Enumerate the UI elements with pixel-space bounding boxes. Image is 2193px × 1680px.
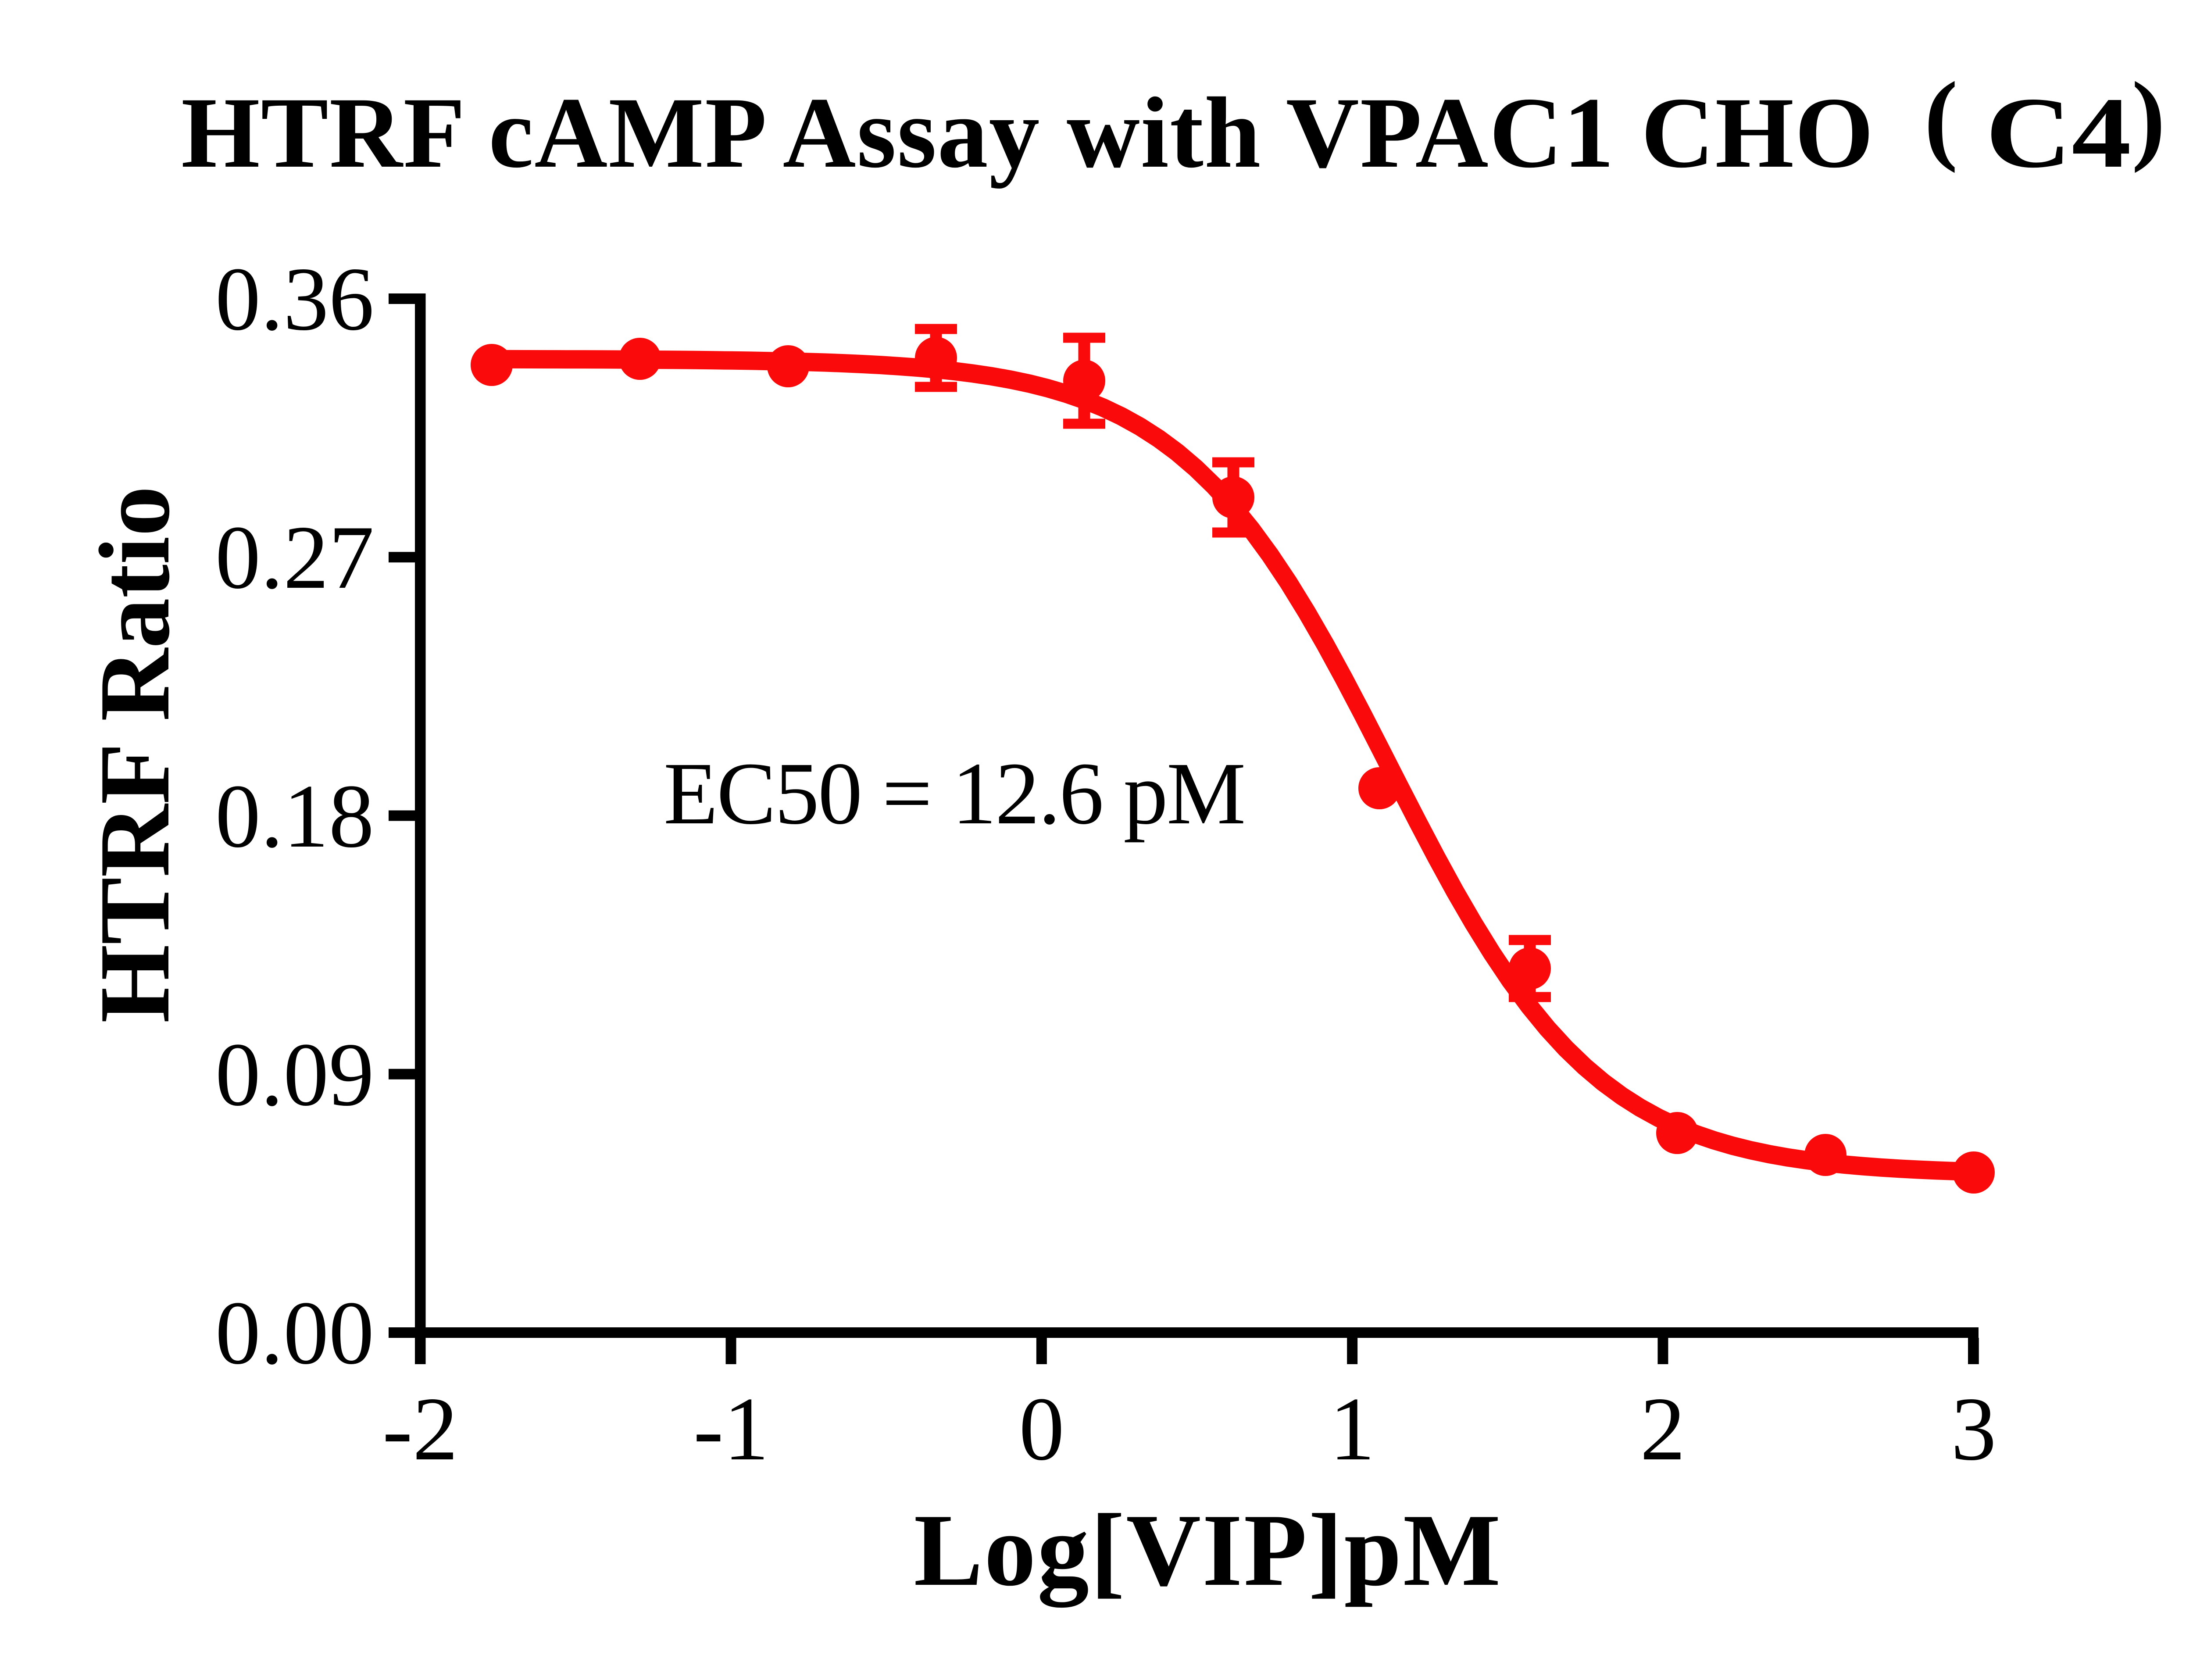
svg-text:-1: -1 [693, 1379, 769, 1479]
svg-text:EC50 = 12.6 pM: EC50 = 12.6 pM [664, 744, 1244, 843]
svg-text:0.18: 0.18 [215, 766, 374, 866]
svg-text:2: 2 [1640, 1379, 1686, 1479]
svg-text:0.36: 0.36 [215, 249, 374, 349]
svg-text:0.00: 0.00 [215, 1283, 374, 1383]
svg-text:3: 3 [1951, 1379, 1997, 1479]
svg-text:0: 0 [1019, 1379, 1064, 1479]
svg-text:Log[VIP]pM: Log[VIP]pM [914, 1493, 1502, 1608]
svg-text:C4: C4 [1986, 76, 2131, 189]
svg-text:0.27: 0.27 [215, 507, 374, 608]
svg-text:HTRF Ratio: HTRF Ratio [79, 486, 190, 1023]
svg-text:0.09: 0.09 [215, 1024, 374, 1125]
svg-text:-2: -2 [382, 1379, 458, 1479]
svg-text:HTRF cAMP Assay with VPAC1 CHO: HTRF cAMP Assay with VPAC1 CHO [181, 76, 1875, 189]
svg-text:): ) [2132, 61, 2165, 173]
svg-text:1: 1 [1329, 1379, 1375, 1479]
svg-text:(: ( [1924, 61, 1958, 173]
